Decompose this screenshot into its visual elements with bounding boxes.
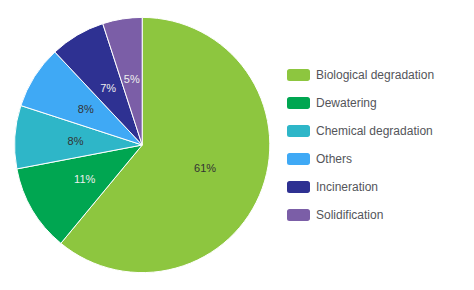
svg-text:61%: 61%: [194, 162, 216, 174]
svg-text:11%: 11%: [74, 173, 95, 185]
svg-text:Chemical degradation: Chemical degradation: [316, 124, 433, 138]
svg-text:Solidification: Solidification: [316, 208, 383, 222]
svg-text:8%: 8%: [78, 103, 94, 115]
svg-text:8%: 8%: [68, 135, 84, 147]
svg-text:Dewatering: Dewatering: [316, 96, 377, 110]
svg-text:5%: 5%: [124, 73, 140, 85]
svg-text:Incineration: Incineration: [316, 180, 378, 194]
svg-text:Others: Others: [316, 152, 352, 166]
svg-text:Biological degradation: Biological degradation: [316, 68, 434, 82]
svg-text:7%: 7%: [100, 82, 116, 94]
